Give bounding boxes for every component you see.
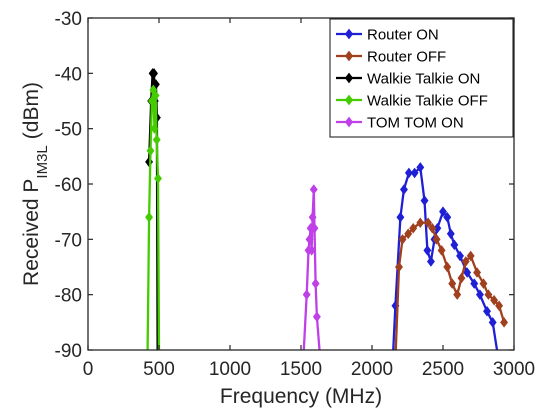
x-tick-label: 2500	[422, 359, 464, 380]
data-point-router-on	[488, 317, 497, 328]
data-point-tom-tom-on	[310, 223, 319, 234]
series-router-on	[391, 162, 499, 350]
data-point-walkie-talkie-off	[145, 211, 154, 223]
data-point-router-on	[463, 267, 472, 278]
data-point-walkie-talkie-off	[151, 90, 160, 101]
data-point-router-off	[461, 256, 470, 267]
data-point-tom-tom-on	[309, 184, 318, 195]
data-point-router-off	[453, 289, 462, 300]
series-router-off	[394, 217, 509, 350]
series-line-router-off	[394, 221, 506, 350]
legend-marker-router-on	[344, 28, 354, 40]
data-point-router-on	[420, 195, 429, 206]
data-point-tom-tom-on	[302, 289, 311, 300]
y-axis-title-main: Received P	[20, 179, 43, 286]
data-point-walkie-talkie-off	[150, 123, 159, 134]
data-point-router-on	[475, 289, 484, 300]
x-tick-label: 3000	[493, 359, 535, 380]
data-point-walkie-talkie-off	[152, 134, 161, 145]
y-tick-label: -60	[55, 175, 82, 196]
data-point-tom-tom-on	[307, 245, 316, 256]
legend-label-walkie-talkie-on: Walkie Talkie ON	[367, 71, 480, 88]
y-axis-title-unit: (dBm)	[20, 82, 43, 139]
y-tick-label: -40	[55, 64, 82, 85]
legend-label-router-off: Router OFF	[367, 49, 446, 66]
data-point-router-off	[466, 250, 475, 262]
data-point-router-on	[410, 167, 419, 179]
data-point-tom-tom-on	[312, 311, 321, 323]
data-point-router-off	[500, 317, 509, 328]
data-point-walkie-talkie-off	[146, 145, 155, 157]
x-axis-title: Frequency (MHz)	[220, 385, 382, 408]
y-tick-label: -80	[55, 286, 82, 307]
y-axis-title: Received PIM3L (dBm)	[20, 82, 51, 286]
data-point-router-off	[495, 300, 504, 311]
data-point-router-on	[404, 167, 413, 179]
data-point-router-off	[457, 272, 466, 284]
legend-label-walkie-talkie-off: Walkie Talkie OFF	[367, 93, 488, 110]
data-point-router-on	[456, 250, 464, 262]
y-tick-label: -90	[55, 341, 82, 362]
data-point-router-on	[426, 256, 435, 267]
legend-marker-walkie-talkie-off	[344, 94, 354, 106]
x-tick-label: 1500	[280, 359, 322, 380]
data-point-router-on	[416, 162, 425, 173]
data-point-router-off	[395, 261, 403, 273]
data-point-router-off	[424, 217, 433, 228]
legend-marker-walkie-talkie-on	[344, 72, 354, 84]
y-tick-label: -30	[55, 9, 82, 30]
data-point-router-off	[448, 278, 457, 289]
series-line-walkie-talkie-off	[146, 88, 161, 350]
data-point-router-off	[490, 294, 499, 306]
data-point-router-off	[409, 223, 418, 234]
x-tick-label: 2000	[351, 359, 393, 380]
data-point-router-on	[470, 278, 479, 289]
series-layer	[145, 68, 509, 350]
data-point-router-off	[428, 223, 437, 234]
series-tom-tom-on	[302, 184, 321, 350]
data-point-router-off	[416, 217, 425, 228]
data-point-tom-tom-on	[308, 211, 317, 223]
data-point-router-off	[398, 234, 407, 245]
legend: Router ON Router OFF Walkie Talkie ON Walki…	[329, 18, 514, 138]
legend-label-router-on: Router ON	[367, 27, 439, 44]
series-line-tom-tom-on	[302, 188, 321, 350]
legend-marker-tom-tom-on	[344, 116, 354, 128]
data-point-tom-tom-on	[311, 278, 320, 289]
data-point-router-on	[443, 211, 452, 223]
legend-label-tom-tom-on: TOM TOM ON	[367, 115, 464, 132]
data-point-router-on	[423, 245, 432, 256]
series-walkie-talkie-off	[145, 84, 162, 350]
y-tick-label: -50	[55, 120, 82, 141]
data-point-router-on	[439, 206, 447, 217]
legend-marker-router-off	[344, 50, 354, 62]
y-tick-label: -70	[55, 230, 82, 251]
data-point-tom-tom-on	[305, 234, 314, 245]
data-point-router-off	[404, 228, 413, 240]
data-point-router-off	[473, 267, 482, 278]
data-point-router-on	[396, 211, 405, 223]
x-tick-label: 500	[143, 359, 175, 380]
data-point-router-on	[400, 184, 408, 195]
data-point-walkie-talkie-off	[147, 95, 156, 107]
data-point-router-off	[437, 245, 446, 256]
data-point-router-off	[479, 278, 488, 289]
data-point-walkie-talkie-off	[154, 173, 162, 184]
data-point-router-on	[483, 306, 491, 317]
x-tick-label: 1000	[209, 359, 251, 380]
data-point-router-off	[443, 261, 452, 273]
data-point-router-off	[484, 289, 493, 300]
data-point-router-off	[432, 234, 441, 245]
data-point-router-on	[450, 239, 459, 251]
y-axis-title-sub: IM3L	[34, 145, 51, 178]
data-point-router-on	[446, 228, 455, 240]
data-point-walkie-talkie-on	[150, 68, 158, 79]
ticks-layer: 0 500 1000 1500 2000 2500 3000 -30 -40 -50 -60 -70 -…	[55, 9, 536, 380]
x-tick-label: 0	[83, 359, 94, 380]
